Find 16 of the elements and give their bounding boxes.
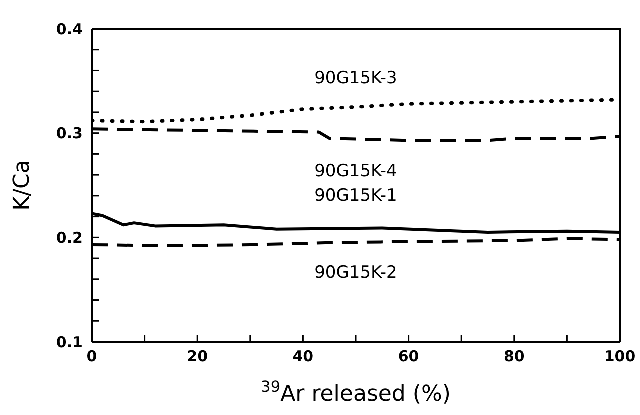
series-label: 90G15K-3 — [314, 68, 398, 88]
y-tick-label: 0.1 — [56, 333, 83, 352]
y-tick-label: 0.3 — [56, 124, 83, 143]
x-tick-label: 0 — [86, 348, 98, 366]
series-label: 90G15K-2 — [314, 262, 398, 283]
x-tick-label: 100 — [604, 348, 636, 366]
y-tick-label: 0.4 — [56, 20, 83, 38]
series-label: 90G15K-1 — [314, 186, 398, 206]
y-axis-title: K/Ca — [10, 160, 34, 211]
x-tick-label: 40 — [292, 348, 314, 366]
x-tick-label: 20 — [187, 348, 208, 366]
x-axis-title: $^{39}$Ar released (%) — [261, 378, 451, 407]
series-label: 90G15K-4 — [314, 162, 398, 182]
x-tick-label: 80 — [504, 348, 525, 366]
x-tick-label: 60 — [398, 348, 420, 366]
y-tick-label: 0.2 — [56, 228, 83, 247]
